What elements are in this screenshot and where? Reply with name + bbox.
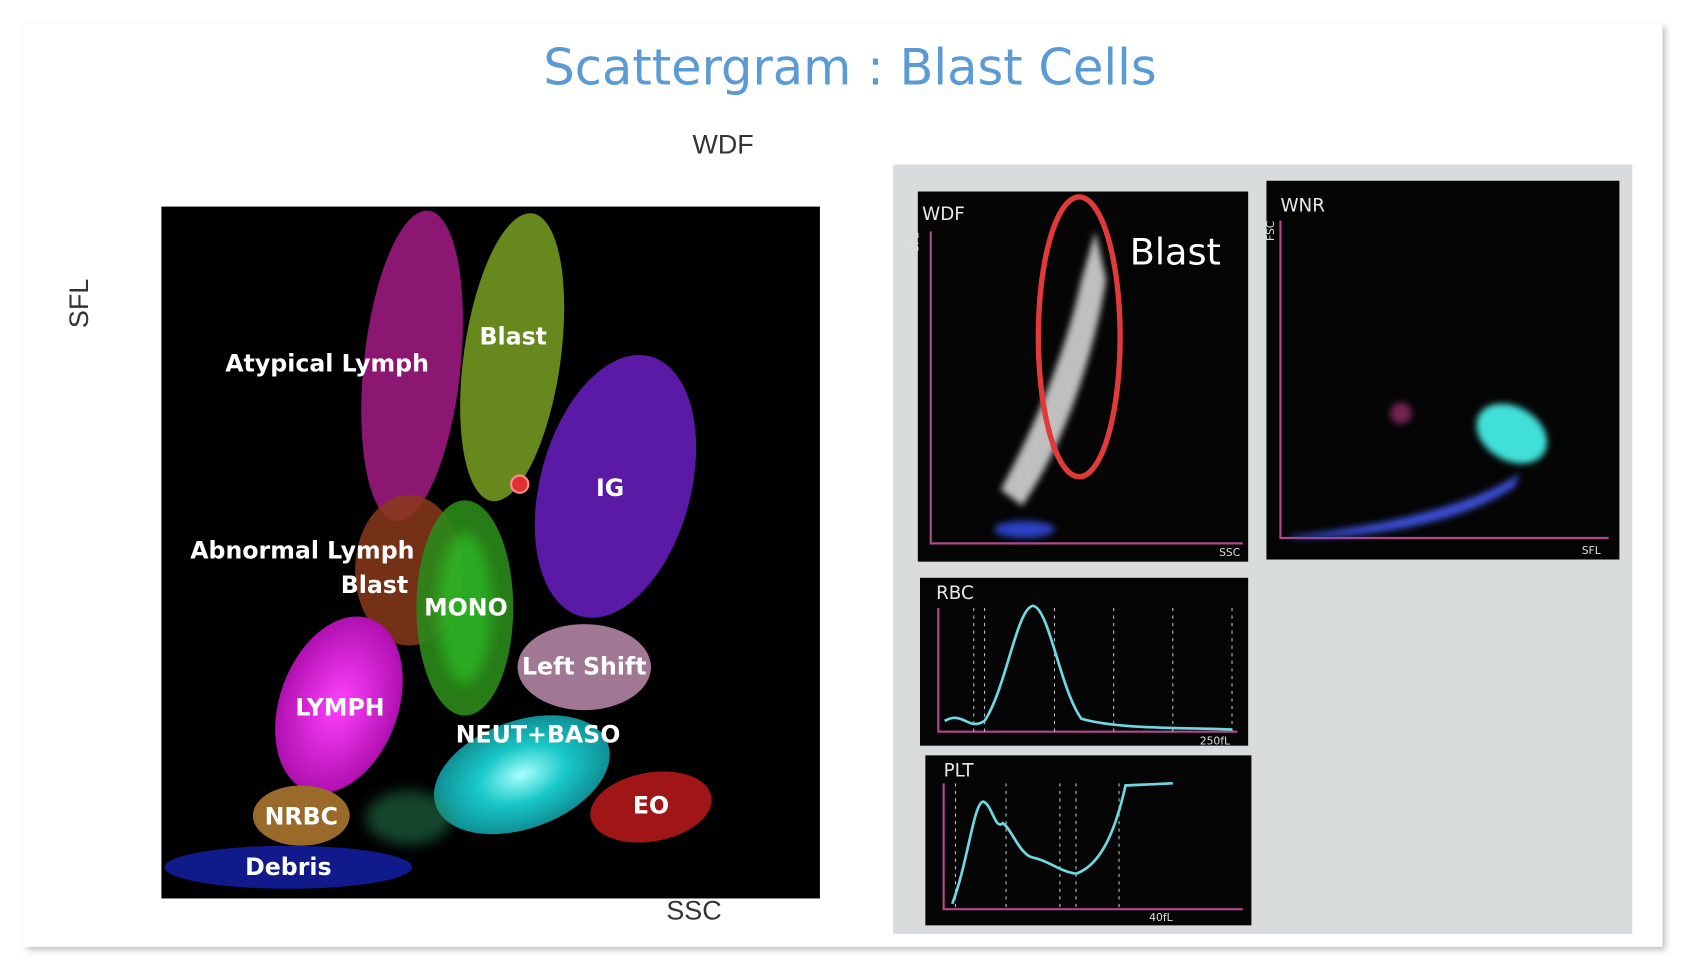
cluster-shape (164, 845, 413, 889)
cluster-label: EO (633, 792, 669, 820)
screen-panel (1266, 180, 1620, 560)
scatter-cloud (1390, 402, 1412, 424)
histogram-curve (944, 604, 1233, 731)
diagram-title: WDF (692, 129, 753, 159)
screen-x-label: SSC (1219, 546, 1240, 559)
screen-title: RBC (936, 583, 974, 604)
annotation-ring (1035, 194, 1123, 480)
scatter-cloud (1476, 403, 1548, 464)
cluster-label: NRBC (265, 802, 338, 830)
screen-axes (942, 783, 1243, 911)
cluster-shape (534, 354, 697, 618)
cluster-shape (361, 210, 463, 522)
screen-panel (919, 577, 1249, 746)
cluster-label: Blast (480, 322, 547, 350)
y-axis-label: SFL (64, 279, 94, 328)
wdf-screen: WDF SFL SSC Blast (909, 191, 1249, 562)
screen-title: WDF (922, 204, 965, 225)
cluster-shape (252, 785, 350, 846)
scatter-cloud (994, 520, 1055, 538)
cluster-shape (460, 213, 565, 502)
screen-axes (929, 231, 1243, 545)
rbc-screen: RBC 250fL (919, 577, 1249, 747)
screen-title: WNR (1280, 196, 1325, 217)
cluster-shape (275, 616, 403, 794)
screen-axes (937, 607, 1238, 733)
cluster-label: MONO (424, 594, 508, 622)
plt-screen: PLT 40fL (925, 755, 1252, 926)
marker-dot (510, 474, 530, 494)
cluster-label: LYMPH (295, 694, 384, 722)
wnr-screen: WNR FSC SFL (1264, 180, 1620, 560)
screen-panel (925, 755, 1252, 926)
cluster-label: IG (596, 474, 624, 502)
slide-content: Scattergram : Blast Cells WDF SFL SSC At… (23, 23, 1663, 947)
cluster-label: NEUT+BASO (456, 720, 621, 748)
cluster-label: Blast (341, 571, 409, 599)
cluster-label: Left Shift (522, 653, 647, 681)
cluster-label: Debris (245, 853, 331, 881)
scatter-cloud (1291, 473, 1520, 538)
x-axis-label: SSC (666, 896, 721, 926)
screen-x-label: 40fL (1149, 911, 1172, 924)
cluster-label: Atypical Lymph (225, 349, 429, 377)
guide-lines (954, 783, 1120, 910)
clusters (164, 210, 712, 889)
cluster-shape (517, 624, 651, 711)
scatter-haze (365, 790, 452, 845)
scatter-cloud (1000, 231, 1107, 506)
screen-x-label: 250fL (1200, 734, 1230, 747)
slide-title: Scattergram : Blast Cells (543, 39, 1156, 97)
screen-panel (917, 191, 1249, 562)
guide-lines (973, 607, 1233, 732)
screen-y-label: SFL (909, 233, 922, 252)
screen-axes (1279, 220, 1609, 540)
histogram-curve (951, 781, 1173, 905)
cluster-glow (437, 532, 492, 684)
cluster-shape (433, 715, 610, 835)
screen-y-label: FSC (1264, 221, 1277, 241)
cluster-shape (590, 771, 712, 843)
cluster-label: Abnormal Lymph (190, 536, 414, 564)
screen-x-label: SFL (1582, 544, 1601, 557)
annotation: Blast (1130, 230, 1221, 273)
cluster-labels: Atypical Lymph Blast IG Abnormal Lymph B… (190, 322, 669, 880)
screen-title: PLT (944, 760, 975, 781)
